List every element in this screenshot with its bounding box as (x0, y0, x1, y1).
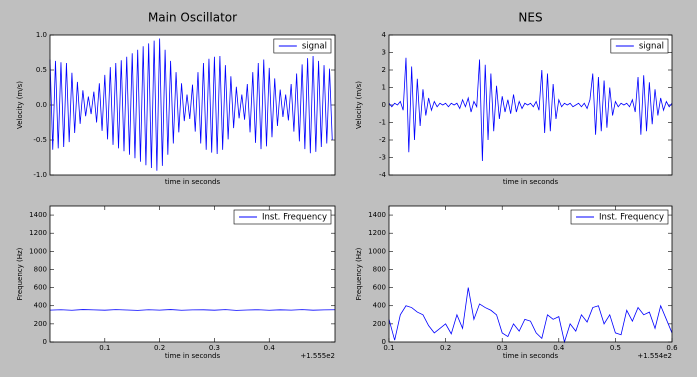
x-tick-label: 0.1 (383, 344, 394, 352)
x-tick-label: 0.3 (209, 344, 220, 352)
legend-box (233, 209, 332, 225)
y-tick-label: 1000 (368, 247, 386, 255)
y-axis-label: Frequency (Hz) (16, 247, 24, 300)
y-tick-label: 800 (373, 265, 386, 273)
x-tick-label: 0.3 (497, 344, 508, 352)
y-tick-label: 1200 (368, 229, 386, 237)
y-tick-label: 2 (382, 66, 386, 74)
signal-line (388, 57, 673, 162)
y-tick-label: 0.0 (36, 101, 47, 109)
y-tick-label: 0 (382, 338, 386, 346)
plot-frame (49, 205, 336, 343)
y-tick-label: 800 (34, 265, 47, 273)
y-tick-label: -1.0 (33, 171, 47, 179)
legend-label: Inst. Frequency (599, 213, 664, 223)
x-tick-label: 0.4 (264, 344, 276, 352)
y-axis-label: Velocity (m/s) (355, 81, 363, 129)
y-tick-label: 600 (373, 284, 386, 292)
x-tick-label: 0.1 (99, 344, 110, 352)
x-axis-label: time in seconds (165, 178, 221, 186)
chart-title: NES (518, 11, 542, 25)
y-tick-label: -1 (379, 119, 386, 127)
plot-frame (388, 205, 673, 343)
y-tick-label: -4 (379, 171, 387, 179)
y-tick-label: 1.0 (36, 31, 47, 39)
y-tick-label: 1400 (29, 211, 47, 219)
legend-label: Inst. Frequency (262, 213, 327, 223)
y-tick-label: 0 (382, 101, 386, 109)
y-tick-label: 200 (34, 320, 47, 328)
y-tick-label: -0.5 (33, 136, 47, 144)
plot-frame (49, 34, 336, 176)
y-tick-label: 1000 (29, 247, 47, 255)
plot-frame (388, 34, 673, 176)
legend-label: signal (639, 42, 664, 52)
x-offset-label: +1.555e2 (300, 352, 335, 360)
x-tick-label: 0.4 (553, 344, 565, 352)
y-axis-label: Velocity (m/s) (16, 81, 24, 129)
x-tick-label: 0.5 (610, 344, 621, 352)
x-offset-label: +1.554e2 (637, 352, 672, 360)
y-tick-label: 0.5 (36, 66, 47, 74)
x-axis-label: time in seconds (165, 352, 221, 360)
legend-box (570, 209, 669, 225)
y-tick-label: 400 (373, 302, 386, 310)
y-tick-label: 1 (382, 84, 386, 92)
y-tick-label: 600 (34, 284, 47, 292)
x-tick-label: 0.6 (666, 344, 678, 352)
y-tick-label: 1200 (29, 229, 47, 237)
y-tick-label: -2 (379, 136, 386, 144)
y-tick-label: 200 (373, 320, 386, 328)
y-tick-label: 400 (34, 302, 47, 310)
signal-line (388, 287, 673, 344)
y-axis-label: Frequency (Hz) (355, 247, 363, 300)
x-axis-label: time in seconds (503, 352, 559, 360)
plot-area (389, 35, 672, 175)
y-tick-label: 4 (382, 31, 387, 39)
legend-label: signal (302, 42, 327, 52)
y-tick-label: 1400 (368, 211, 386, 219)
x-axis-label: time in seconds (503, 178, 559, 186)
signal-line (49, 38, 333, 171)
plot-area (50, 206, 335, 342)
x-tick-label: 0.2 (440, 344, 451, 352)
chart-title: Main Oscillator (148, 11, 237, 25)
x-tick-label: 0.2 (154, 344, 165, 352)
signal-line (49, 309, 336, 311)
y-tick-label: -3 (379, 154, 386, 162)
y-tick-label: 3 (382, 49, 386, 57)
y-tick-label: 0 (43, 338, 47, 346)
legend-box (273, 38, 332, 54)
legend-box (610, 38, 669, 54)
